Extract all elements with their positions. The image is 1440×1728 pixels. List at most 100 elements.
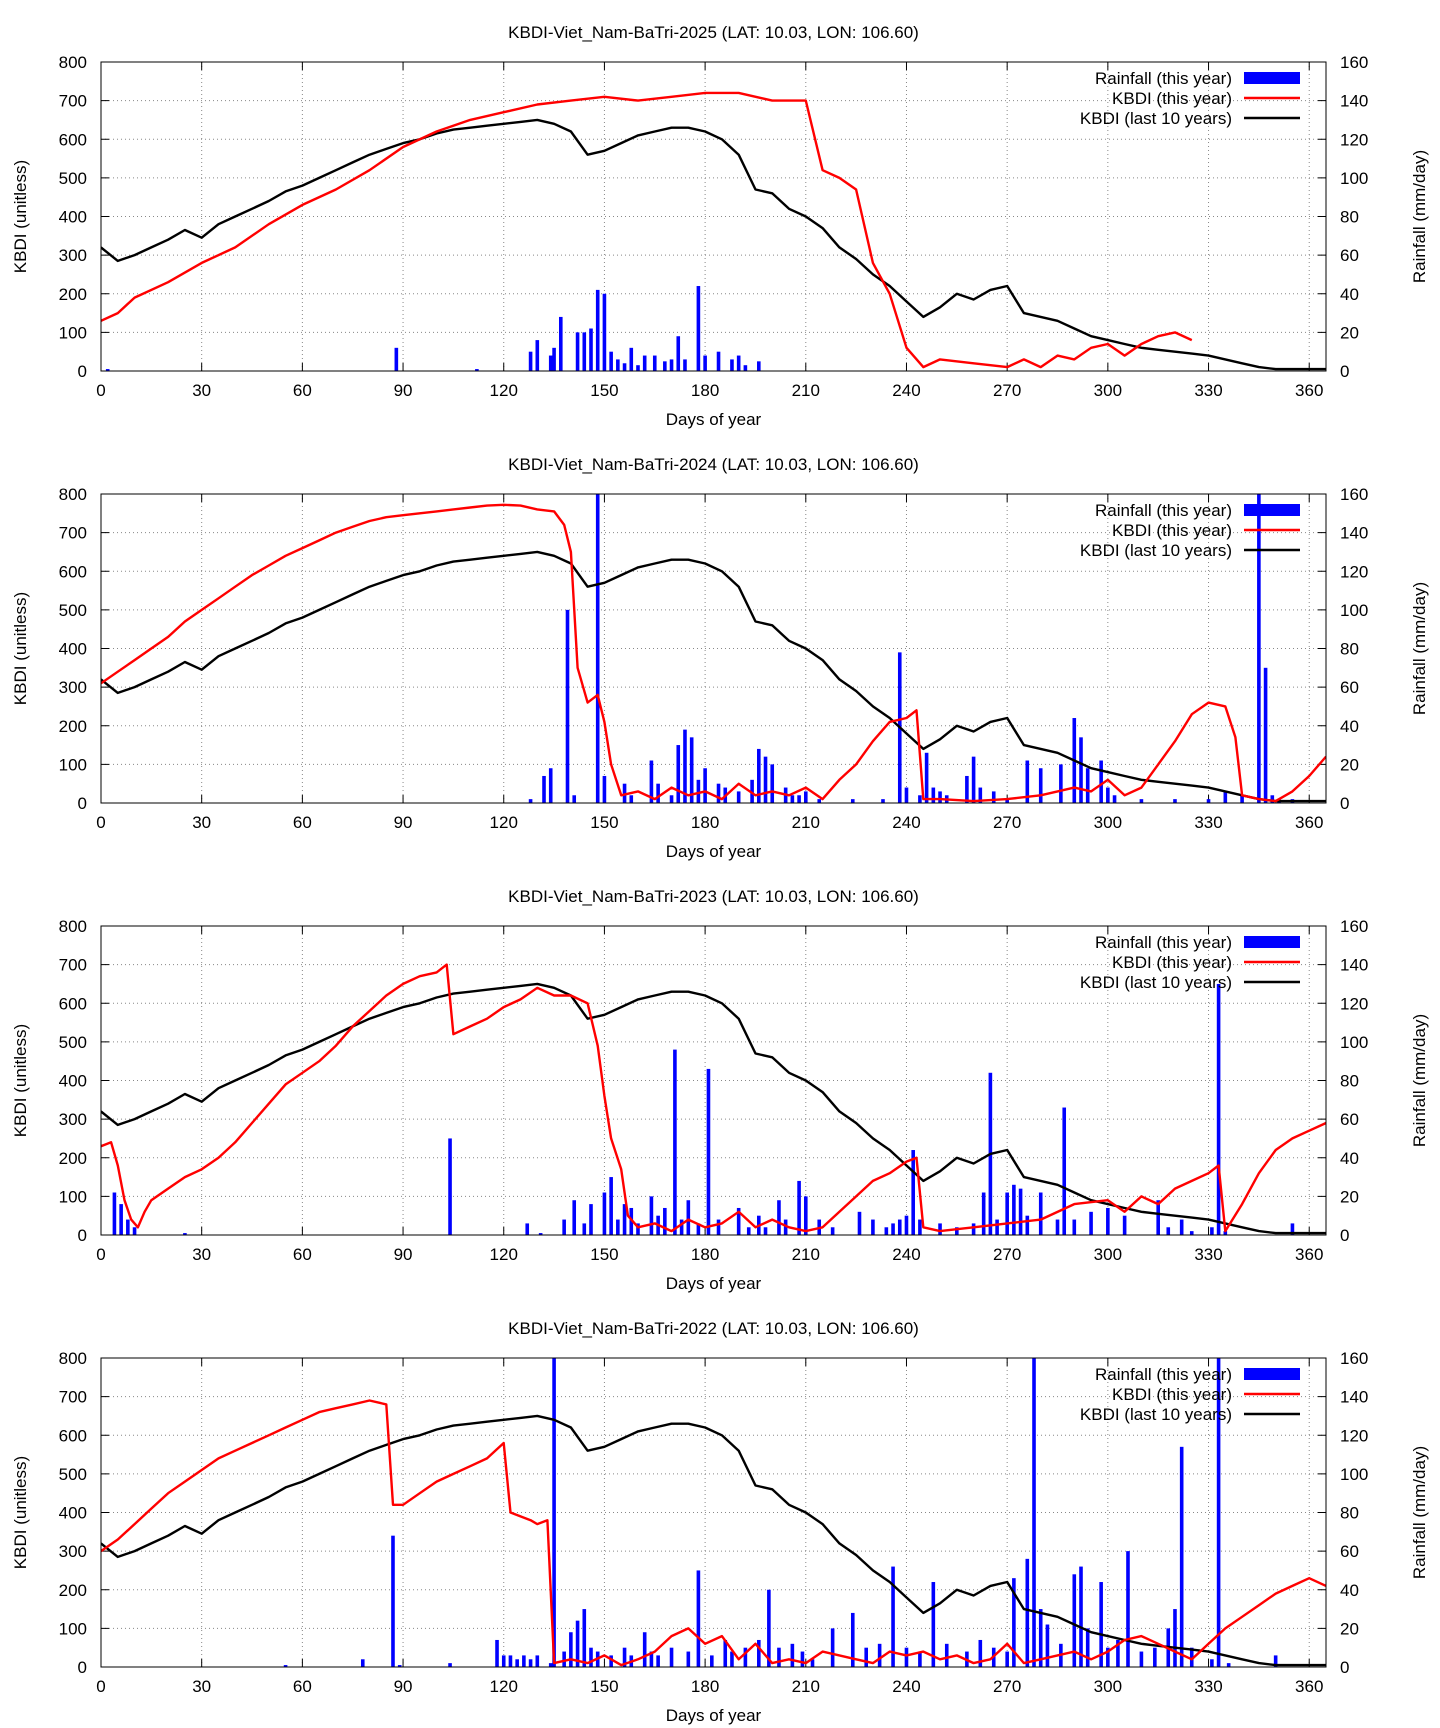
rainfall-bar [1085, 1628, 1090, 1667]
rainfall-bar [475, 369, 479, 371]
y2-tick-label: 20 [1340, 1619, 1359, 1638]
y-tick-label: 500 [59, 1465, 87, 1484]
rainfall-bar [1072, 1219, 1077, 1235]
rainfall-bar [1189, 1647, 1194, 1667]
y-axis-label: KBDI (unitless) [11, 592, 30, 705]
x-tick-label: 210 [792, 813, 820, 832]
rainfall-bar [857, 1211, 862, 1235]
rainfall-bar [723, 1639, 728, 1667]
x-tick-label: 60 [293, 1245, 312, 1264]
rainfall-bar [1059, 764, 1063, 803]
rainfall-bar [622, 363, 627, 371]
y-tick-label: 500 [59, 601, 87, 620]
rainfall-bar [783, 1219, 788, 1235]
rainfall-bar [552, 1358, 556, 1667]
x-tick-label: 30 [192, 1677, 211, 1696]
x-tick-label: 180 [691, 1677, 719, 1696]
rainfall-bar [938, 791, 942, 803]
rainfall-bar [830, 1628, 835, 1667]
rainfall-bar [582, 332, 587, 371]
y2-tick-label: 100 [1340, 601, 1368, 620]
y-tick-label: 600 [59, 994, 87, 1013]
rainfall-bar [669, 1647, 674, 1667]
rainfall-bar [743, 1647, 748, 1667]
rainfall-bar [535, 340, 540, 371]
rainfall-bar [736, 791, 741, 803]
y2-tick-label: 60 [1340, 1542, 1359, 1561]
rainfall-bar [730, 359, 734, 371]
kbdi-lines [101, 963, 1326, 1235]
x-tick-label: 60 [293, 813, 312, 832]
y-tick-label: 500 [59, 169, 87, 188]
y-tick-label: 100 [59, 1187, 87, 1206]
rainfall-bar [955, 1227, 959, 1235]
y-tick-label: 300 [59, 1542, 87, 1561]
y2-tick-label: 80 [1340, 208, 1359, 227]
rainfall-bar [673, 1049, 677, 1235]
rainfall-bar [864, 1647, 869, 1667]
y-tick-label: 200 [59, 1149, 87, 1168]
x-tick-label: 150 [590, 813, 618, 832]
rainfall-bar [696, 1223, 701, 1235]
rainfall-bar [938, 1223, 942, 1235]
y2-tick-label: 80 [1340, 1072, 1359, 1091]
rainfall-bar [1106, 787, 1110, 803]
rainfall-bar [572, 795, 577, 803]
legend-kbdi-this-year-label: KBDI (this year) [1112, 953, 1232, 972]
rainfall-bar [602, 293, 607, 371]
rainfall-bar [1089, 1211, 1093, 1235]
y2-tick-label: 40 [1340, 285, 1359, 304]
y-tick-label: 800 [59, 917, 87, 936]
y-tick-label: 600 [59, 130, 87, 149]
rainfall-bar [790, 1643, 795, 1667]
rainfall-bar [790, 795, 795, 803]
y2-tick-label: 140 [1340, 956, 1368, 975]
rainfall-bar [569, 1632, 573, 1667]
rainfall-bar [552, 347, 556, 371]
rainfall-bar [642, 355, 647, 371]
rainfall-bar [501, 1655, 506, 1667]
y-tick-label: 100 [59, 323, 87, 342]
y-tick-label: 0 [78, 794, 87, 813]
rainfall-bar [649, 760, 654, 803]
x-axis-label: Days of year [666, 410, 762, 429]
legend-kbdi-this-year-label: KBDI (this year) [1112, 1385, 1232, 1404]
rainfall-bar [1079, 737, 1083, 803]
kbdi-this-year-line [101, 963, 1326, 1233]
rainfall-bar [1189, 1231, 1194, 1235]
rainfall-bar [1179, 1446, 1184, 1667]
x-tick-label: 150 [590, 381, 618, 400]
rainfall-bar [995, 1219, 999, 1235]
rainfall-bar [616, 1219, 620, 1235]
legend: Rainfall (this year)KBDI (this year)KBDI… [1080, 69, 1300, 128]
x-tick-label: 210 [792, 1677, 820, 1696]
y2-tick-label: 40 [1340, 1581, 1359, 1600]
rainfall-bar [944, 1643, 949, 1667]
rainfall-bar [918, 1651, 922, 1667]
y-tick-label: 800 [59, 1349, 87, 1368]
rainfall-bar [696, 286, 701, 371]
y2-tick-label: 140 [1340, 92, 1368, 111]
y-tick-label: 400 [59, 208, 87, 227]
rainfall-bar [112, 1192, 117, 1235]
rainfall-bar [616, 359, 620, 371]
rainfall-bar [602, 1192, 607, 1235]
y2-tick-label: 100 [1340, 1465, 1368, 1484]
rainfall-bar [686, 1200, 691, 1235]
y2-tick-label: 60 [1340, 246, 1359, 265]
rainfall-bar [757, 361, 761, 371]
x-tick-label: 240 [892, 1677, 920, 1696]
rainfall-bar [918, 795, 922, 803]
rainfall-bar [716, 351, 721, 371]
rainfall-bar [763, 756, 768, 803]
rainfall-bar [397, 1665, 402, 1667]
rainfall-bar [881, 799, 885, 803]
y-axis-label: KBDI (unitless) [11, 1456, 30, 1569]
rainfall-bar [931, 787, 936, 803]
rainfall-bar [1223, 791, 1228, 803]
y2-tick-label: 40 [1340, 1149, 1359, 1168]
rainfall-bar [528, 1659, 533, 1667]
x-tick-label: 180 [691, 1245, 719, 1264]
y2-tick-label: 80 [1340, 1504, 1359, 1523]
x-axis-label: Days of year [666, 1706, 762, 1725]
